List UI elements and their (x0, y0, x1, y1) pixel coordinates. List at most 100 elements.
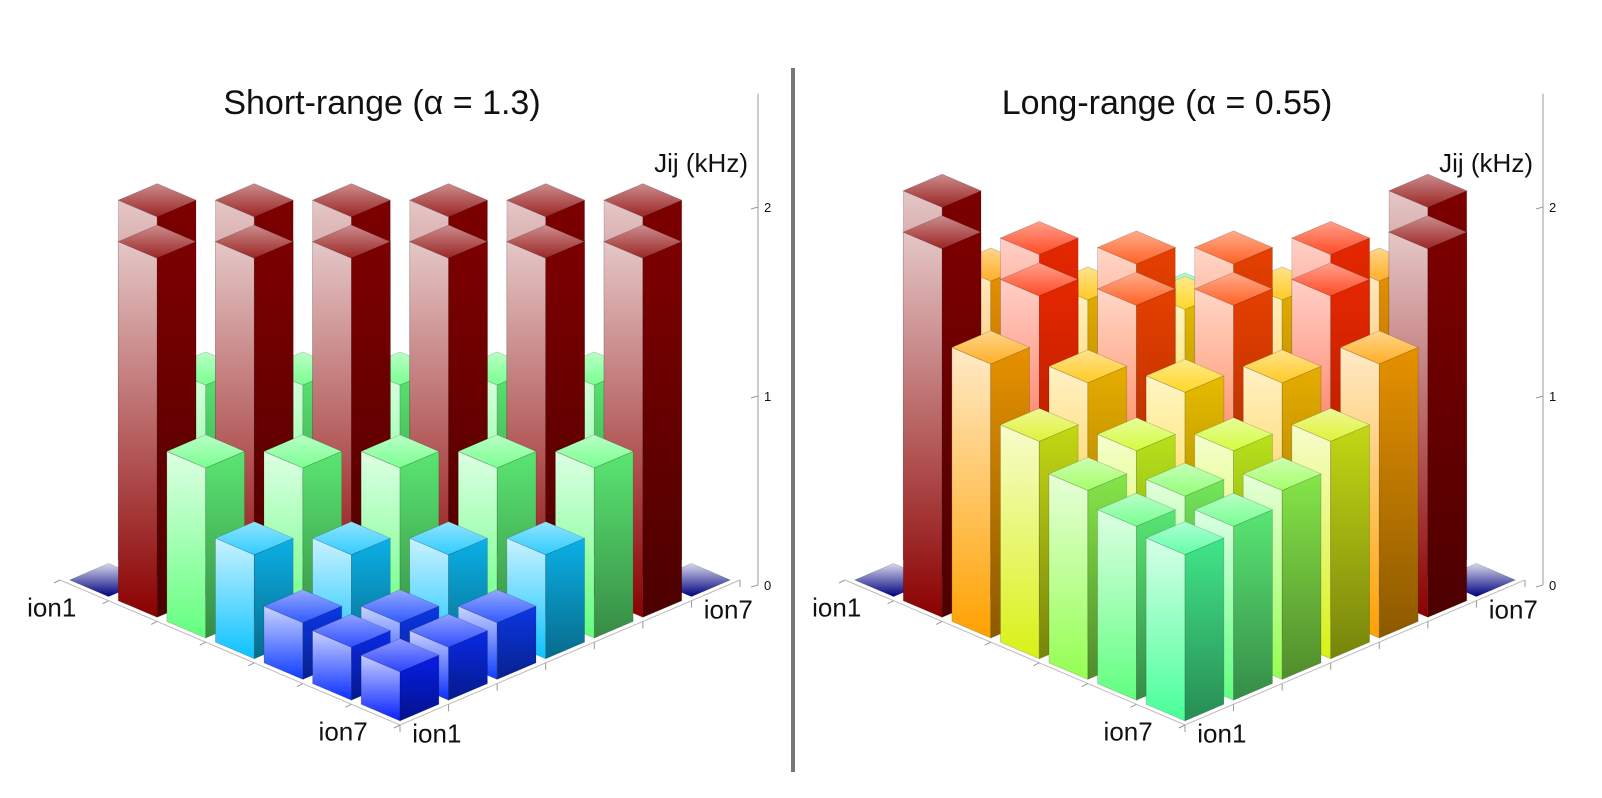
bar-right-face (1233, 509, 1273, 701)
bar-right-face (1281, 473, 1322, 681)
bar-top-face (408, 521, 489, 556)
bar-top-face (902, 215, 983, 250)
floor-tick (1033, 662, 1040, 667)
panel: Long-range (α = 0.55) ion1 ion7 ion1 ion7 0 1 2… (812, 84, 1556, 749)
z-tick (1535, 584, 1544, 588)
bar-top-face (311, 521, 392, 556)
bar-top-face (1193, 271, 1274, 306)
z-tick-label: 2 (764, 200, 771, 215)
bar-top-face (1193, 492, 1274, 527)
col-label: ion1 (412, 719, 461, 749)
bar-top-face (1096, 230, 1177, 265)
z-tick (750, 395, 759, 399)
z-tick-label: 1 (764, 389, 771, 404)
panel: Short-range (α = 1.3) ion1 ion7 ion1 ion7 0 1 2… (27, 84, 771, 749)
floor-tick (53, 579, 61, 584)
z-tick (750, 206, 759, 210)
z-axis-label: Jij (kHz) (654, 148, 748, 178)
bar-top-face (902, 173, 983, 208)
bar-top-face (311, 224, 392, 259)
bar-top-face (999, 407, 1080, 442)
bar-left-face (951, 346, 992, 639)
bar-top-face (1096, 271, 1177, 306)
chart-title: Long-range (α = 0.55) (1002, 84, 1333, 122)
floor-tick (345, 703, 352, 708)
bar-top-face (950, 330, 1031, 365)
bar-right-face (1184, 537, 1225, 722)
bar-right-face (1378, 346, 1419, 639)
bar-right-face (545, 537, 585, 660)
bar-left-face (1145, 537, 1186, 722)
bar-top-face (1290, 220, 1371, 255)
bar-left-face (1000, 424, 1040, 660)
z-tick-label: 1 (1549, 389, 1556, 404)
col-label: ion7 (1489, 594, 1538, 624)
floor-tick (887, 600, 894, 605)
floor-tick (984, 641, 991, 646)
z-tick (1535, 206, 1544, 210)
bar-top-face (1193, 230, 1274, 265)
bar-top-face (117, 224, 198, 259)
bar-top-face (1242, 349, 1323, 384)
floor-tick (935, 620, 943, 625)
bar-top-face (1290, 407, 1371, 442)
bar-top-face (408, 613, 489, 648)
z-tick-label: 0 (1549, 578, 1556, 593)
bar (1145, 520, 1225, 722)
bar-left-face (166, 450, 207, 639)
bar-top-face (505, 521, 586, 556)
row-label: ion7 (1104, 717, 1153, 747)
col-label: ion1 (1197, 719, 1246, 749)
bar-left-face (117, 241, 158, 618)
bar-top-face (505, 183, 586, 218)
bar-left-face (1048, 473, 1089, 681)
floor-tick (102, 600, 109, 605)
bar-top-face (360, 638, 440, 673)
z-tick (1535, 395, 1544, 399)
bar-top-face (1145, 358, 1225, 393)
bar-top-face (457, 434, 538, 469)
floor-tick (393, 724, 401, 729)
bar-top-face (999, 262, 1080, 297)
bar-right-face (1330, 424, 1370, 660)
bar-top-face (1096, 417, 1177, 452)
bar-top-face (1145, 520, 1225, 555)
bar-top-face (408, 224, 489, 259)
row-label: ion7 (319, 717, 368, 747)
bar-top-face (214, 521, 295, 556)
bar (360, 638, 440, 722)
bar-top-face (360, 589, 440, 624)
row-label: ion1 (812, 592, 861, 622)
floor-tick (838, 579, 846, 584)
bar-top-face (1242, 456, 1323, 491)
bar-right-face (1427, 231, 1468, 618)
bar-left-face (902, 231, 943, 618)
row-label: ion1 (27, 592, 76, 622)
bar-right-face (593, 450, 634, 639)
bar-top-face (1339, 330, 1420, 365)
bar-top-face (1047, 456, 1128, 491)
bar-top-face (117, 183, 198, 218)
bar-top-face (262, 434, 343, 469)
bar-top-face (311, 613, 392, 648)
bar-right-face (642, 241, 683, 618)
floor-tick (199, 641, 206, 646)
floor-tick (1081, 683, 1089, 688)
bar-left-face (215, 537, 255, 660)
bar-top-face (214, 224, 295, 259)
bar-top-face (262, 589, 343, 624)
bar-top-face (602, 224, 683, 259)
bar-top-face (311, 183, 392, 218)
bar-top-face (214, 183, 295, 218)
floor-tick (248, 662, 255, 667)
floor-tick (150, 620, 158, 625)
bar-top-face (1387, 173, 1468, 208)
bar-top-face (999, 220, 1080, 255)
bar-top-face (505, 224, 586, 259)
z-tick (750, 584, 759, 588)
floor-tick (1178, 724, 1186, 729)
chart-title: Short-range (α = 1.3) (223, 84, 540, 122)
bar-top-face (1387, 215, 1468, 250)
z-tick-label: 2 (1549, 200, 1556, 215)
